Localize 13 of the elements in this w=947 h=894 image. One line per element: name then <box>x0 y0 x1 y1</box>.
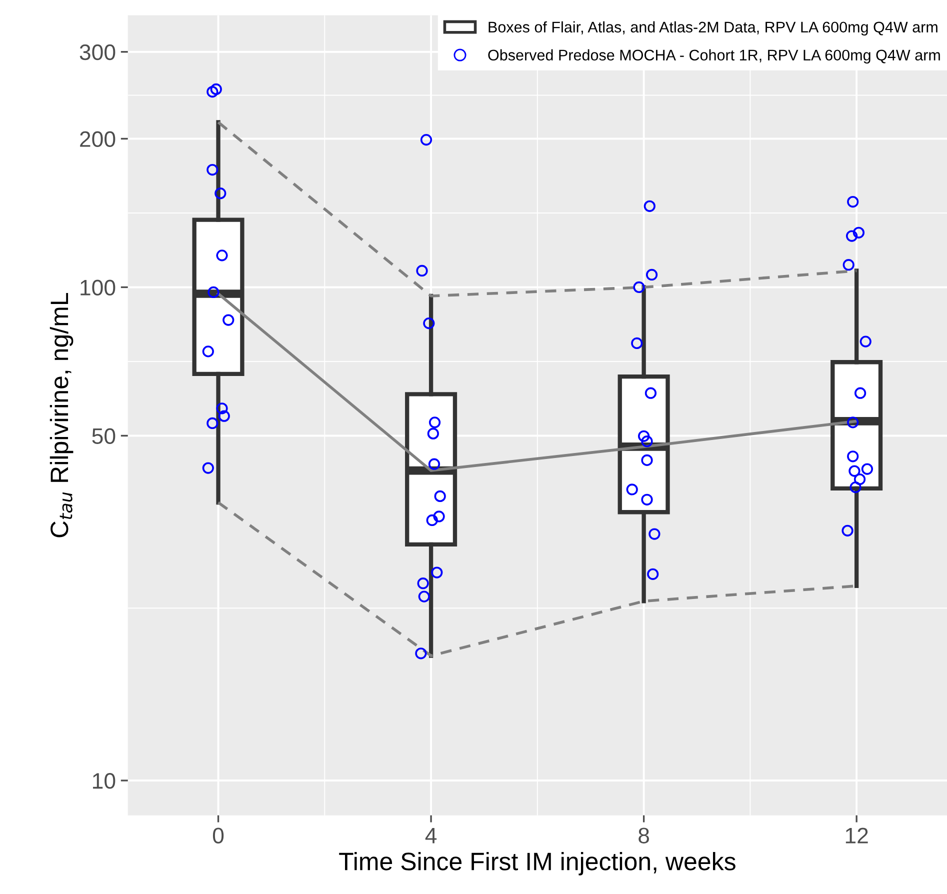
y-tick-label: 300 <box>80 44 116 60</box>
x-tick-label: 0 <box>212 828 224 844</box>
y-tick-label: 50 <box>92 428 116 444</box>
y-tick-label: 100 <box>80 280 116 296</box>
x-tick-label: 4 <box>425 828 437 844</box>
legend-label: Boxes of Flair, Atlas, and Atlas-2M Data, RPV LA 600mg Q4W arm <box>488 21 938 36</box>
y-axis-title: C$_{tau}$ Rilpivirine, ng/mL <box>50 293 74 538</box>
x-tick-label: 8 <box>638 828 650 844</box>
x-axis-title: Time Since First IM injection, weeks <box>339 852 736 876</box>
y-tick-label: 10 <box>93 773 116 789</box>
legend-label: Observed Predose MOCHA - Cohort 1R, RPV LA 600mg Q4W arm <box>488 49 940 64</box>
y-tick-label: 200 <box>80 131 116 147</box>
x-tick-label: 12 <box>846 828 868 844</box>
